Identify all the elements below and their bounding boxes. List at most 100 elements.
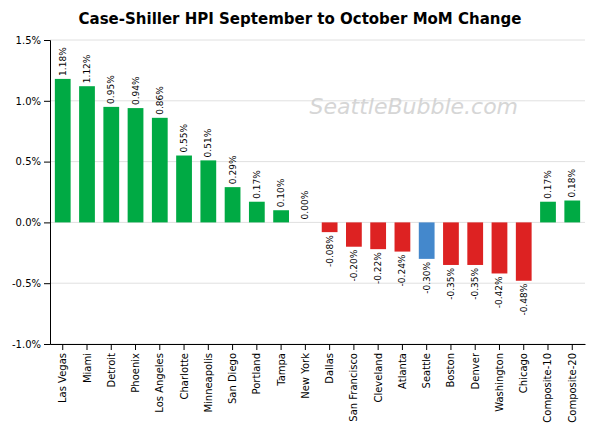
tick-mark	[523, 344, 524, 350]
tick-mark	[159, 344, 160, 350]
axis-line	[44, 41, 51, 345]
y-axis: -1.0% -0.5% 0.0% 0.5% 1.0% 1.5%	[12, 35, 51, 350]
tick-mark	[44, 222, 50, 223]
data-label: 1.12%	[82, 54, 92, 83]
tick: Chicago	[518, 344, 529, 393]
tick: Seattle	[421, 344, 432, 388]
tick-label: San Diego	[227, 353, 238, 404]
bar	[395, 222, 411, 251]
tick-mark	[547, 344, 548, 350]
tick-label: Minneapolis	[203, 353, 214, 413]
tick-label: 0.0%	[16, 217, 41, 228]
bar	[103, 107, 119, 223]
tick-mark	[426, 344, 427, 350]
bar	[540, 202, 556, 223]
bar	[443, 222, 459, 265]
tick: Phoenix	[130, 344, 141, 393]
tick-label: 1.5%	[16, 35, 41, 46]
data-label: -0.35%	[446, 268, 456, 300]
tick-label: San Francisco	[348, 353, 359, 422]
watermark: SeattleBubble.com	[310, 94, 518, 119]
bar	[467, 222, 483, 265]
tick-label: Seattle	[421, 353, 432, 388]
tick: Composite-10	[542, 344, 553, 423]
data-label: 0.17%	[252, 170, 262, 199]
tick: Washington	[494, 344, 505, 412]
data-labels: 1.18%1.12%0.95%0.94%0.86%0.55%0.51%0.29%…	[58, 47, 578, 316]
bar	[128, 108, 144, 222]
tick-label: Composite-20	[567, 353, 578, 423]
tick: Detroit	[106, 344, 117, 387]
data-label: -0.22%	[373, 252, 383, 284]
bar	[322, 222, 338, 232]
bars	[55, 79, 580, 281]
x-axis: Las VegasMiamiDetroitPhoenixLos AngelesC…	[51, 344, 586, 423]
tick-mark	[44, 40, 50, 41]
tick: 0.0%	[16, 217, 50, 228]
tick-mark	[62, 344, 63, 350]
data-label: 0.95%	[106, 75, 116, 104]
data-label: 0.29%	[228, 155, 238, 184]
bar	[297, 222, 313, 223]
tick-mark	[329, 344, 330, 350]
tick-label: Portland	[251, 353, 262, 394]
bar	[176, 156, 192, 223]
tick-label: Washington	[494, 353, 505, 412]
tick-mark	[378, 344, 379, 350]
tick-label: Detroit	[106, 353, 117, 388]
tick-label: Boston	[445, 353, 456, 388]
tick-label: Composite-10	[542, 353, 553, 423]
tick-label: Denver	[470, 352, 481, 389]
tick-mark	[475, 344, 476, 350]
data-label: 1.18%	[58, 47, 68, 76]
tick: 0.5%	[16, 156, 50, 167]
grid-line	[50, 40, 585, 41]
data-label: 0.17%	[543, 170, 553, 199]
tick-label: Miami	[82, 353, 93, 383]
tick-mark	[353, 344, 354, 350]
tick-label: Cleveland	[373, 353, 384, 403]
data-label: -0.24%	[397, 254, 407, 286]
tick: 1.0%	[16, 96, 50, 107]
tick-mark	[44, 162, 50, 163]
tick-label: 0.5%	[16, 156, 41, 167]
bar	[225, 187, 241, 222]
tick-mark	[256, 344, 257, 350]
tick: Boston	[445, 344, 456, 388]
tick-mark	[44, 283, 50, 284]
tick-mark	[135, 344, 136, 350]
tick-label: -0.5%	[12, 278, 41, 289]
tick-mark	[87, 344, 88, 350]
bar	[152, 118, 168, 223]
grid-line	[50, 283, 585, 284]
tick: San Diego	[227, 344, 238, 404]
tick: Atlanta	[397, 344, 408, 389]
tick-mark	[232, 344, 233, 350]
bar	[419, 222, 435, 258]
tick: San Francisco	[348, 344, 359, 422]
bar	[564, 201, 580, 223]
tick-mark	[499, 344, 500, 350]
tick-label: -1.0%	[12, 339, 41, 350]
bar	[346, 222, 362, 246]
tick-label: New York	[300, 353, 311, 399]
bar	[55, 79, 71, 222]
tick-mark	[402, 344, 403, 350]
tick: -0.5%	[12, 278, 50, 289]
data-label: 0.18%	[567, 168, 577, 197]
bar	[492, 222, 508, 273]
data-label: 0.94%	[131, 76, 141, 105]
tick: Charlotte	[179, 344, 190, 399]
tick: -1.0%	[12, 339, 50, 350]
tick: Cleveland	[373, 344, 384, 403]
tick: 1.5%	[16, 35, 50, 46]
bar	[370, 222, 386, 249]
tick: Dallas	[324, 344, 335, 384]
tick: Denver	[470, 344, 481, 389]
tick-mark	[111, 344, 112, 350]
data-label: -0.08%	[325, 235, 335, 267]
data-label: -0.20%	[349, 249, 359, 281]
tick-label: Tampa	[276, 353, 287, 387]
bar	[249, 202, 265, 223]
title: Case-Shiller HPI September to October Mo…	[79, 10, 522, 28]
